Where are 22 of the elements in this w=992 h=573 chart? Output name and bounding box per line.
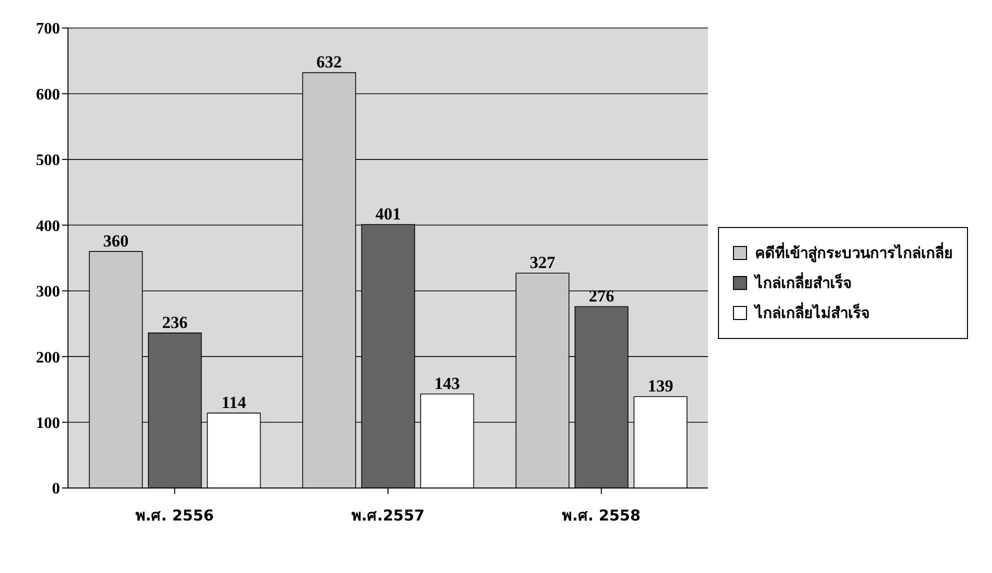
data-label: 143 (434, 374, 460, 394)
data-label: 139 (648, 376, 674, 396)
y-tick-label: 0 (52, 480, 60, 498)
x-tick-label: พ.ศ.2557 (351, 506, 425, 525)
data-label: 632 (316, 52, 342, 72)
y-tick-label: 400 (36, 218, 60, 235)
data-label: 401 (375, 204, 401, 224)
data-label: 360 (103, 231, 129, 250)
legend-label: ไกล่เกลี่ยสำเร็จ (755, 271, 852, 294)
y-tick-label: 700 (36, 20, 60, 38)
y-tick-label: 300 (36, 284, 60, 301)
data-label: 114 (222, 393, 247, 412)
y-tick-label: 200 (36, 349, 60, 366)
y-tick-label: 500 (36, 152, 60, 170)
x-tick-label: พ.ศ. 2558 (562, 506, 641, 525)
y-tick-label: 100 (36, 414, 60, 432)
y-tick-label: 600 (36, 86, 60, 104)
data-label: 236 (162, 312, 188, 332)
x-tick-label: พ.ศ. 2556 (135, 506, 214, 525)
legend-label: ไกล่เกลี่ยไม่สำเร็จ (755, 301, 870, 324)
legend-label: คดีที่เข้าสู่กระบวนการไกล่เกลี่ย (755, 241, 953, 264)
data-label: 327 (530, 253, 556, 272)
